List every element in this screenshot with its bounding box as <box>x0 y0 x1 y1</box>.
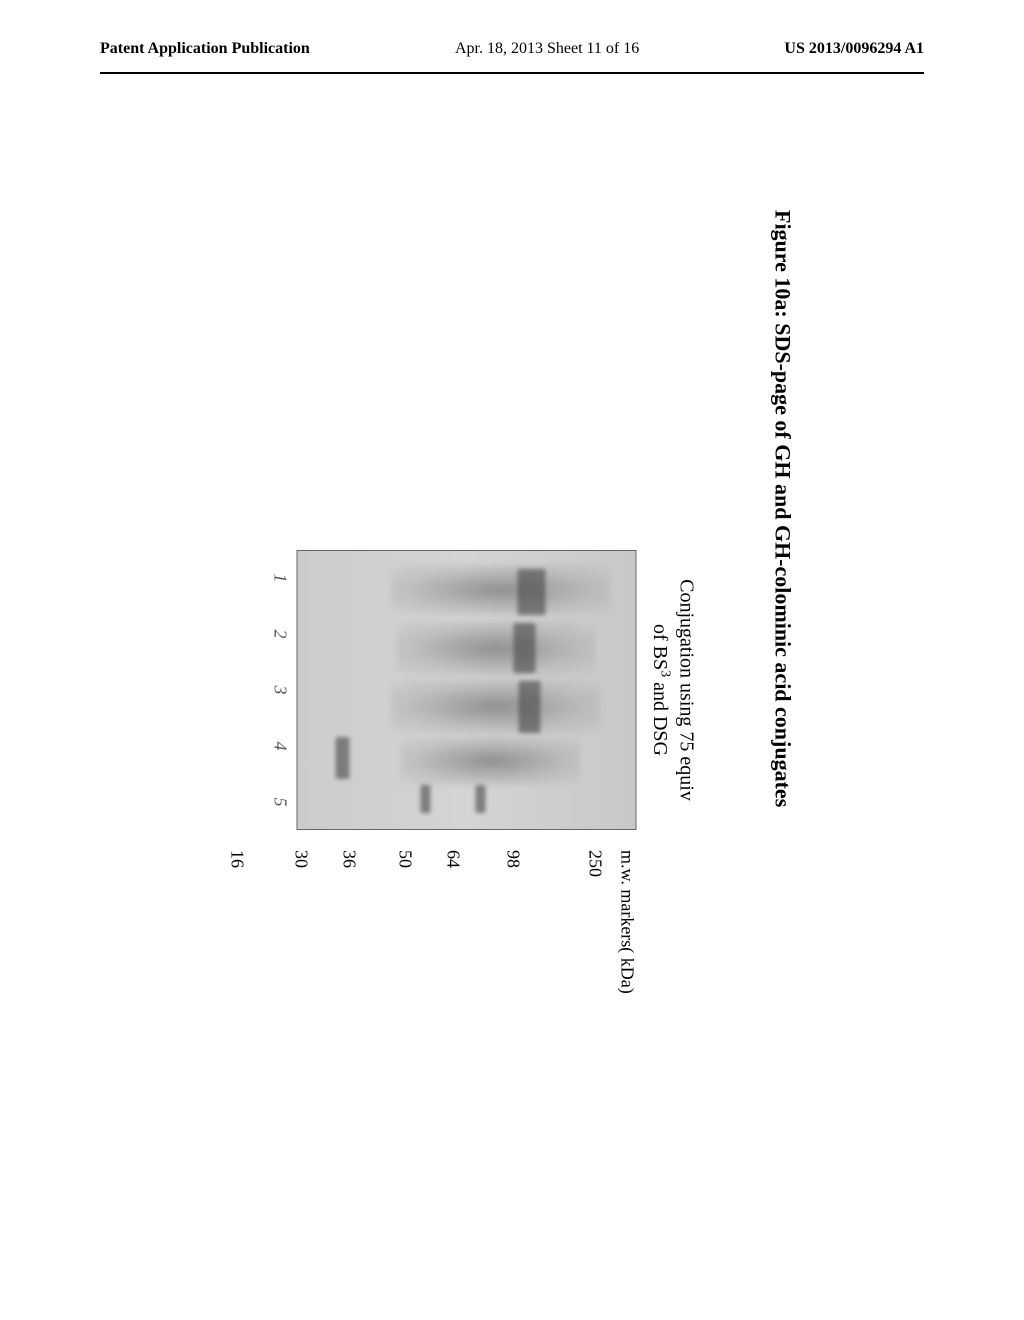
gel-section: Conjugation using 75 equiv of BS 3 and DS… <box>270 550 700 830</box>
figure-title: Figure 10a: SDS-page of GH and GH-colomi… <box>770 210 796 1110</box>
figure-content: Figure 10a: SDS-page of GH and GH-colomi… <box>229 210 796 1110</box>
gel-band <box>336 737 350 779</box>
marker-value: 30 <box>293 850 311 994</box>
lane-number: 1 <box>270 574 291 583</box>
marker-value: 250 <box>587 850 605 994</box>
gel-smear <box>391 565 611 615</box>
gel-band <box>514 623 536 673</box>
caption-line2-suffix: and DSG <box>649 677 671 756</box>
header-left: Patent Application Publication <box>100 40 310 58</box>
marker-value: 36 <box>341 850 359 994</box>
gel-band <box>519 681 541 733</box>
marker-value: 50 <box>397 850 415 994</box>
header-center: Apr. 18, 2013 Sheet 11 of 16 <box>455 40 639 58</box>
lane-number: 3 <box>270 686 291 695</box>
header-divider <box>100 72 924 74</box>
lane-number: 2 <box>270 630 291 639</box>
lane-numbers: 1 2 3 4 5 <box>270 550 291 830</box>
gel-band <box>421 785 431 813</box>
page-header: Patent Application Publication Apr. 18, … <box>0 0 1024 68</box>
gel-smear <box>391 679 601 734</box>
gel-image <box>297 550 637 830</box>
marker-value: 64 <box>445 850 463 994</box>
marker-title: m.w. markers( kDa) <box>617 850 638 994</box>
caption-line2-prefix: of BS <box>649 624 671 670</box>
lane-number: 4 <box>270 742 291 751</box>
gel-smear <box>396 621 596 676</box>
gel-band <box>518 569 546 615</box>
marker-column: m.w. markers( kDa) 250 98 6450 3630 16 <box>229 850 638 994</box>
marker-value: 16 <box>229 850 247 994</box>
gel-smear <box>401 737 581 785</box>
figure-body: Conjugation using 75 equiv of BS 3 and DS… <box>229 550 700 1110</box>
lane-number: 5 <box>270 798 291 807</box>
marker-list: 250 98 6450 3630 16 <box>229 850 605 994</box>
header-right: US 2013/0096294 A1 <box>784 40 924 58</box>
marker-value: 98 <box>505 850 523 994</box>
gel-caption: Conjugation using 75 equiv of BS3 and DS… <box>647 579 700 801</box>
gel-band <box>476 785 486 813</box>
caption-line1: Conjugation using 75 equiv <box>676 579 698 801</box>
